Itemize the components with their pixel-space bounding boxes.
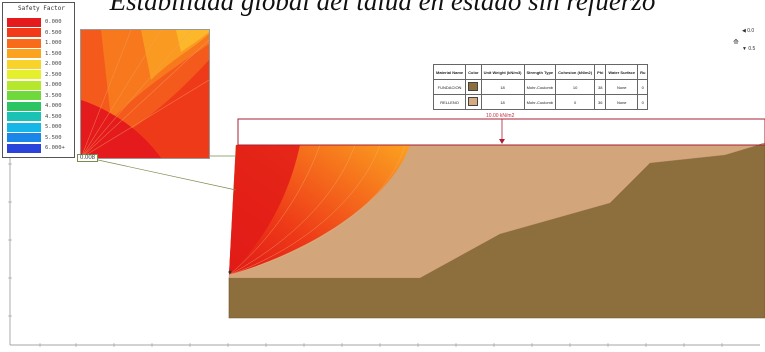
materials-header-cell: Phi — [594, 64, 607, 80]
legend-row: 0.000 — [7, 17, 62, 27]
legend-label: 1.500 — [45, 50, 62, 57]
legend-label: 5.500 — [45, 134, 62, 141]
view-indicator: ◀ 0.0 ⟰ ▼ 0.5 — [733, 26, 763, 56]
slip-center-marker — [228, 270, 232, 274]
view-indicator-top-value: 0.0 — [747, 28, 755, 34]
material-water-cell: None — [605, 79, 639, 95]
legend-swatch — [7, 133, 41, 142]
arrow-left-icon: ◀ — [742, 28, 746, 34]
arrow-down-icon: ▼ — [742, 46, 747, 52]
min-safety-factor-label: 0.008 — [77, 154, 99, 162]
table-row: RELLENO 18 Mohr-Coulomb 0 36 None 0 — [432, 94, 649, 110]
safety-factor-legend: Safety Factor 0.000 0.500 1.000 1.500 2.000 2… — [2, 2, 75, 158]
legend-label: 3.500 — [45, 92, 62, 99]
material-color-swatch — [468, 82, 479, 91]
materials-header-cell: Material Name — [432, 64, 467, 80]
legend-swatch — [7, 112, 41, 121]
legend-label: 2.500 — [45, 71, 62, 78]
distributed-load-label: 10.00 kN/m2 — [486, 113, 515, 119]
legend-swatch — [7, 101, 41, 111]
zoom-inset-graphic — [81, 30, 209, 158]
figure-title: Estabilidad global del talud en estado s… — [109, 0, 656, 16]
legend-label: 4.000 — [45, 103, 62, 109]
view-indicator-bottom-value: 0.5 — [748, 46, 756, 52]
legend-swatch — [7, 91, 41, 100]
legend-row: 2.500 — [7, 70, 62, 80]
legend-row: 5.000 — [7, 122, 62, 132]
legend-row: 1.500 — [7, 49, 62, 59]
legend-label: 2.000 — [45, 61, 62, 67]
materials-header-cell: Water Surface — [605, 64, 639, 80]
legend-label: 6.000+ — [45, 145, 65, 151]
legend-swatch — [7, 59, 41, 69]
legend-row: 4.000 — [7, 101, 62, 111]
material-ru-cell: 0 — [637, 94, 649, 110]
table-row: FUNDACION 18 Mohr-Coulomb 10 38 None 0 — [432, 79, 649, 95]
materials-table-header: Material Name Color Unit Weight (kN/m3) Str… — [432, 64, 649, 80]
materials-header-cell: Cohesion (kN/m2) — [555, 64, 596, 80]
materials-header-cell: Unit Weight (kN/m3) — [480, 64, 525, 80]
legend-row: 3.000 — [7, 80, 62, 90]
legend-row: 2.000 — [7, 59, 62, 69]
legend-swatch — [7, 122, 41, 132]
view-indicator-bottom: ▼ 0.5 — [742, 46, 755, 52]
legend-row: 0.500 — [7, 28, 62, 38]
orientation-icon: ⟰ — [733, 39, 739, 46]
material-name-cell: RELLENO — [432, 94, 467, 110]
materials-header-cell: Color — [465, 64, 482, 80]
legend-row: 6.000+ — [7, 143, 65, 153]
material-ru-cell: 0 — [637, 79, 649, 95]
material-strength-cell: Mohr-Coulomb — [523, 79, 557, 95]
legend-label: 1.000 — [45, 40, 62, 46]
slip-arcs — [228, 144, 406, 276]
legend-swatch — [7, 28, 41, 37]
legend-swatch — [7, 17, 41, 27]
material-cohesion-cell: 0 — [555, 94, 596, 110]
material-cohesion-cell: 10 — [555, 79, 596, 95]
view-indicator-top: ◀ 0.0 — [742, 28, 754, 34]
materials-table: Material Name Color Unit Weight (kN/m3) Str… — [432, 64, 649, 110]
legend-title: Safety Factor — [18, 5, 65, 12]
legend-label: 3.000 — [45, 82, 62, 88]
legend-label: 5.000 — [45, 124, 62, 130]
materials-header-cell: Ru — [637, 64, 649, 80]
material-phi-cell: 38 — [594, 79, 607, 95]
legend-swatch — [7, 143, 41, 153]
material-color-cell — [465, 79, 482, 95]
legend-label: 0.500 — [45, 29, 62, 36]
material-water-cell: None — [605, 94, 639, 110]
zoom-inset — [80, 29, 210, 159]
material-color-swatch — [468, 97, 479, 106]
material-strength-cell: Mohr-Coulomb — [523, 94, 557, 110]
legend-swatch — [7, 38, 41, 48]
material-unit-weight-cell: 18 — [480, 94, 525, 110]
material-phi-cell: 36 — [594, 94, 607, 110]
material-unit-weight-cell: 18 — [480, 79, 525, 95]
materials-header-cell: Strength Type — [523, 64, 557, 80]
legend-label: 4.500 — [45, 113, 62, 120]
legend-row: 1.000 — [7, 38, 62, 48]
legend-swatch — [7, 80, 41, 90]
load-arrowhead — [499, 139, 505, 144]
legend-swatch — [7, 49, 41, 58]
slip-center-leader — [97, 159, 237, 191]
material-color-cell — [465, 94, 482, 110]
material-name-cell: FUNDACION — [432, 79, 467, 95]
legend-label: 0.000 — [45, 19, 62, 25]
legend-row: 3.500 — [7, 91, 62, 101]
legend-row: 5.500 — [7, 133, 62, 143]
legend-swatch — [7, 70, 41, 79]
failure-zone-inner — [229, 145, 300, 275]
legend-row: 4.500 — [7, 112, 62, 122]
